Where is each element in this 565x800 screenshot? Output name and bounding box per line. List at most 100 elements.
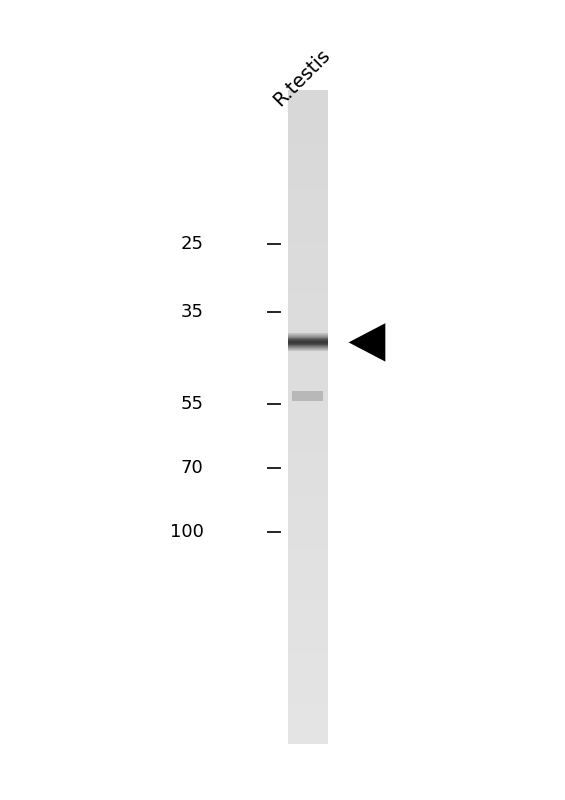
Bar: [288, 423, 328, 431]
Bar: [288, 736, 328, 744]
Bar: [288, 117, 328, 125]
Bar: [288, 690, 328, 698]
Bar: [288, 358, 328, 366]
Bar: [288, 482, 328, 490]
Text: 100: 100: [170, 523, 203, 541]
Bar: [288, 299, 328, 307]
Bar: [288, 397, 328, 405]
Bar: [288, 349, 328, 350]
Bar: [288, 508, 328, 516]
Bar: [288, 334, 328, 335]
Bar: [288, 350, 328, 351]
Bar: [288, 312, 328, 320]
Bar: [288, 162, 328, 170]
Bar: [288, 110, 328, 118]
Bar: [288, 645, 328, 653]
Polygon shape: [349, 323, 385, 362]
Bar: [288, 339, 328, 340]
Bar: [288, 169, 328, 177]
Bar: [288, 334, 328, 336]
Bar: [288, 136, 328, 144]
Bar: [288, 306, 328, 314]
Bar: [288, 234, 328, 242]
Bar: [288, 208, 328, 216]
Text: 70: 70: [181, 459, 203, 477]
Bar: [288, 625, 328, 633]
Bar: [288, 442, 328, 450]
Bar: [288, 286, 328, 294]
Bar: [288, 345, 328, 346]
Bar: [288, 341, 328, 342]
Bar: [288, 325, 328, 334]
Bar: [288, 343, 328, 344]
Bar: [293, 391, 324, 401]
Bar: [288, 475, 328, 483]
Bar: [288, 566, 328, 574]
Bar: [288, 670, 328, 678]
Bar: [288, 579, 328, 587]
Bar: [288, 293, 328, 301]
Bar: [288, 527, 328, 535]
Bar: [288, 730, 328, 738]
Bar: [288, 343, 328, 345]
Bar: [288, 342, 328, 344]
Bar: [288, 573, 328, 581]
Bar: [288, 279, 328, 288]
Bar: [288, 410, 328, 418]
Bar: [288, 227, 328, 235]
Bar: [288, 214, 328, 222]
Bar: [288, 416, 328, 425]
Bar: [288, 338, 328, 340]
Bar: [288, 586, 328, 594]
Bar: [288, 345, 328, 353]
Bar: [288, 684, 328, 692]
Bar: [288, 723, 328, 731]
Bar: [288, 346, 328, 348]
Bar: [288, 344, 328, 346]
Bar: [288, 175, 328, 183]
Bar: [288, 345, 328, 346]
Bar: [288, 338, 328, 346]
Bar: [288, 247, 328, 255]
Bar: [288, 123, 328, 131]
Bar: [288, 521, 328, 529]
Bar: [288, 103, 328, 111]
Bar: [288, 514, 328, 522]
Bar: [288, 348, 328, 349]
Bar: [288, 449, 328, 457]
Bar: [288, 606, 328, 614]
Bar: [288, 332, 328, 340]
Bar: [288, 430, 328, 438]
Bar: [288, 348, 328, 350]
Bar: [288, 142, 328, 150]
Bar: [288, 351, 328, 359]
Bar: [288, 469, 328, 477]
Bar: [288, 336, 328, 338]
Bar: [288, 97, 328, 105]
Bar: [288, 384, 328, 392]
Text: 25: 25: [180, 235, 203, 253]
Bar: [288, 194, 328, 203]
Bar: [288, 501, 328, 510]
Bar: [288, 221, 328, 229]
Bar: [288, 455, 328, 464]
Bar: [288, 202, 328, 210]
Bar: [288, 560, 328, 568]
Bar: [288, 710, 328, 718]
Bar: [288, 336, 328, 337]
Bar: [288, 364, 328, 372]
Bar: [288, 540, 328, 549]
Bar: [288, 130, 328, 138]
Bar: [288, 273, 328, 281]
Bar: [288, 554, 328, 562]
Bar: [288, 340, 328, 341]
Bar: [288, 347, 328, 348]
Bar: [288, 337, 328, 338]
Bar: [288, 349, 328, 350]
Bar: [288, 436, 328, 444]
Bar: [288, 494, 328, 502]
Text: 55: 55: [180, 395, 203, 413]
Bar: [288, 677, 328, 686]
Bar: [288, 266, 328, 274]
Bar: [288, 346, 328, 347]
